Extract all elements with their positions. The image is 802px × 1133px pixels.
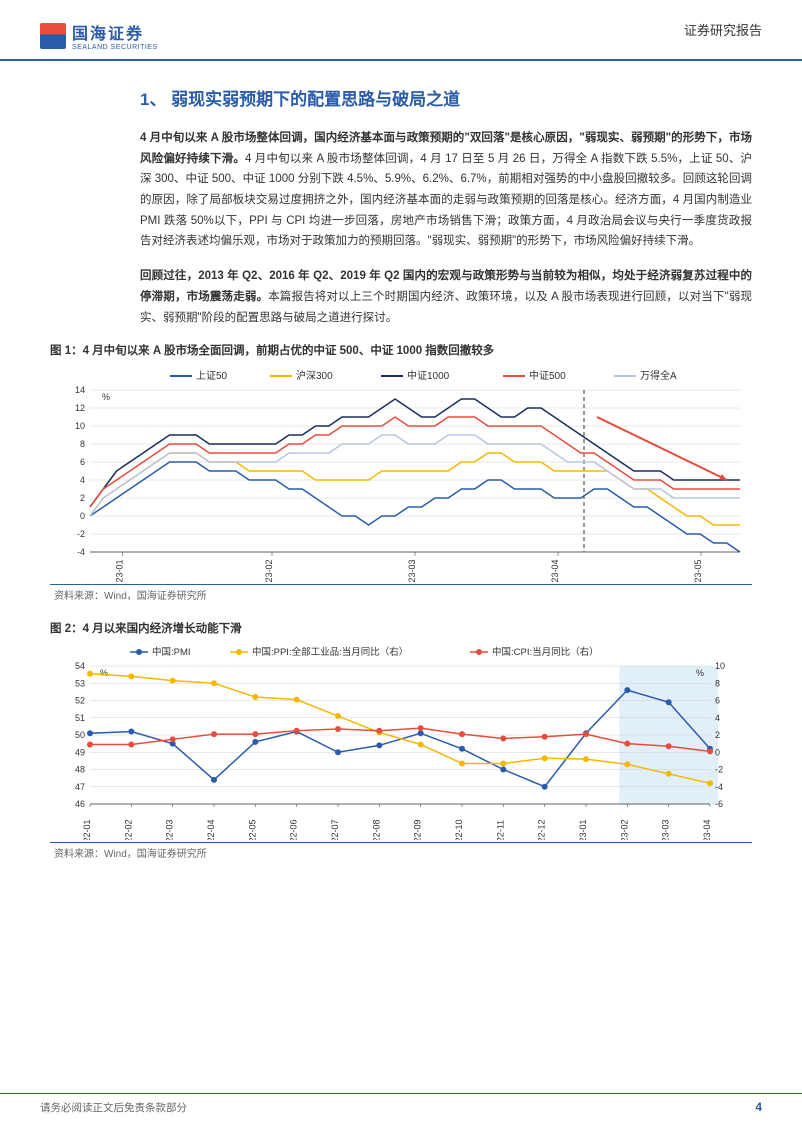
fig1-title: 图 1：4 月中旬以来 A 股市场全面回调，前期占优的中证 500、中证 100… (50, 342, 752, 358)
svg-text:6: 6 (715, 696, 720, 706)
svg-text:2023-03: 2023-03 (661, 820, 671, 841)
svg-text:47: 47 (75, 782, 85, 792)
svg-text:46: 46 (75, 799, 85, 809)
svg-text:0: 0 (80, 511, 85, 521)
svg-text:2023-04: 2023-04 (550, 560, 560, 583)
svg-text:2: 2 (80, 493, 85, 503)
section-title: 1、 弱现实弱预期下的配置思路与破局之道 (140, 85, 752, 110)
svg-text:52: 52 (75, 696, 85, 706)
svg-text:中证1000: 中证1000 (407, 369, 450, 382)
svg-text:2022-03: 2022-03 (165, 820, 175, 841)
svg-text:-2: -2 (715, 765, 723, 775)
svg-text:-4: -4 (77, 547, 85, 557)
svg-text:2022-09: 2022-09 (413, 820, 423, 841)
svg-text:-2: -2 (77, 529, 85, 539)
svg-text:53: 53 (75, 678, 85, 688)
svg-text:12: 12 (75, 403, 85, 413)
svg-text:中国:CPI:当月同比（右）: 中国:CPI:当月同比（右） (492, 646, 599, 658)
svg-text:上证50: 上证50 (196, 370, 228, 382)
svg-text:2023-03: 2023-03 (407, 560, 417, 583)
svg-text:万得全A: 万得全A (640, 369, 677, 382)
svg-text:-4: -4 (715, 782, 723, 792)
svg-text:10: 10 (75, 421, 85, 431)
svg-text:2022-01: 2022-01 (82, 820, 92, 841)
svg-text:沪深300: 沪深300 (296, 369, 333, 382)
svg-text:2022-06: 2022-06 (289, 820, 299, 841)
svg-text:%: % (696, 668, 704, 678)
svg-text:10: 10 (715, 661, 725, 671)
page-number: 4 (755, 1100, 762, 1115)
svg-text:51: 51 (75, 713, 85, 723)
svg-text:2022-05: 2022-05 (247, 820, 257, 841)
logo-cn-text: 国海证券 (72, 20, 158, 44)
logo-en-text: SEALAND SECURITIES (72, 44, 158, 51)
svg-text:中证500: 中证500 (529, 369, 566, 382)
svg-text:54: 54 (75, 661, 85, 671)
svg-text:2023-01: 2023-01 (115, 560, 125, 583)
svg-text:2023-04: 2023-04 (702, 820, 712, 841)
svg-text:6: 6 (80, 457, 85, 467)
para1-rest: 4 月中旬以来 A 股市场整体回调，4 月 17 日至 5 月 26 日，万得全… (140, 153, 752, 248)
svg-text:2023-05: 2023-05 (693, 560, 703, 583)
svg-text:中国:PPI:全部工业品:当月同比（右）: 中国:PPI:全部工业品:当月同比（右） (252, 646, 408, 658)
svg-text:中国:PMI: 中国:PMI (152, 646, 191, 658)
svg-text:2023-02: 2023-02 (619, 820, 629, 841)
svg-text:2022-08: 2022-08 (371, 820, 381, 841)
fig1-source: 资料来源：Wind，国海证券研究所 (50, 584, 752, 612)
svg-text:8: 8 (80, 439, 85, 449)
paragraph-1: 4 月中旬以来 A 股市场整体回调，国内经济基本面与政策预期的"双回落"是核心原… (140, 128, 752, 252)
svg-text:8: 8 (715, 678, 720, 688)
svg-text:2022-12: 2022-12 (537, 820, 547, 841)
svg-text:2022-04: 2022-04 (206, 820, 216, 841)
svg-text:4: 4 (715, 713, 720, 723)
fig2-title: 图 2：4 月以来国内经济增长动能下滑 (50, 620, 752, 636)
svg-text:%: % (102, 392, 110, 402)
svg-text:48: 48 (75, 765, 85, 775)
report-type-label: 证券研究报告 (684, 20, 762, 39)
page-header: 国海证券 SEALAND SECURITIES 证券研究报告 (0, 0, 802, 61)
main-content: 1、 弱现实弱预期下的配置思路与破局之道 4 月中旬以来 A 股市场整体回调，国… (0, 61, 802, 870)
svg-text:2022-11: 2022-11 (495, 820, 505, 840)
fig2-source: 资料来源：Wind，国海证券研究所 (50, 842, 752, 870)
svg-text:2: 2 (715, 730, 720, 740)
svg-text:2023-01: 2023-01 (578, 820, 588, 841)
svg-text:2022-07: 2022-07 (330, 820, 340, 841)
svg-text:%: % (100, 668, 108, 678)
svg-text:50: 50 (75, 730, 85, 740)
svg-text:14: 14 (75, 385, 85, 395)
page-footer: 请务必阅读正文后免责条款部分 4 (0, 1093, 802, 1115)
paragraph-2: 回顾过往，2013 年 Q2、2016 年 Q2、2019 年 Q2 国内的宏观… (140, 266, 752, 328)
fig1-chart: 上证50 沪深300 中证1000 中证500 万得全A -4 -2 0 2 4 6 8 10 12 14%… (50, 362, 752, 582)
svg-text:2022-02: 2022-02 (123, 820, 133, 841)
logo-block: 国海证券 SEALAND SECURITIES (40, 20, 158, 51)
svg-text:-6: -6 (715, 799, 723, 809)
fig2-chart: 中国:PMI 中国:PPI:全部工业品:当月同比（右） 中国:CPI:当月同比（右）… (50, 640, 752, 840)
svg-text:49: 49 (75, 747, 85, 757)
svg-text:2023-02: 2023-02 (264, 560, 274, 583)
svg-text:0: 0 (715, 747, 720, 757)
svg-text:2022-10: 2022-10 (454, 820, 464, 841)
svg-text:4: 4 (80, 475, 85, 485)
sealand-logo-icon (40, 23, 66, 49)
footer-disclaimer: 请务必阅读正文后免责条款部分 (40, 1100, 187, 1115)
